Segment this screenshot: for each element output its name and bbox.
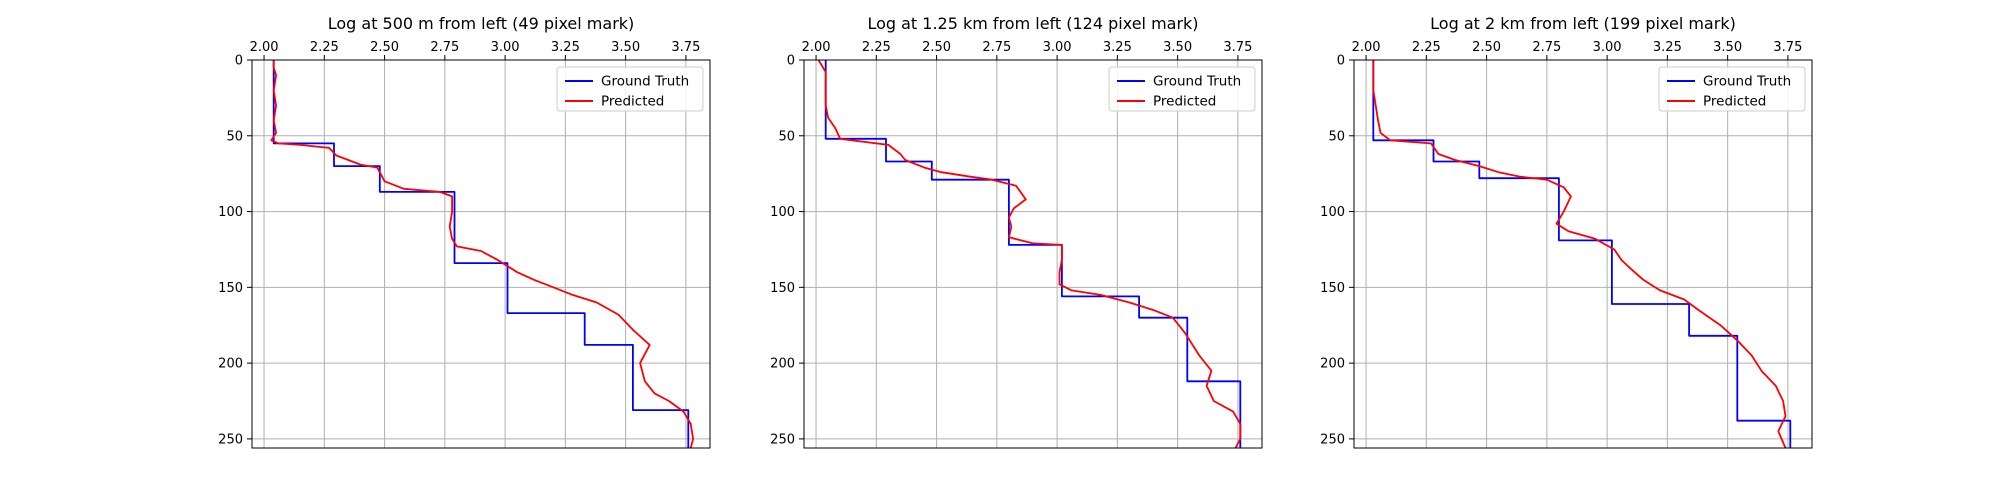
legend: Ground Truth Predicted: [1108, 66, 1256, 112]
x-tick-label: 2.75: [982, 40, 1011, 55]
y-tick-label: 100: [218, 205, 243, 220]
y-tick-label: 150: [770, 281, 795, 296]
x-tick-label: 2.75: [1532, 40, 1561, 55]
x-tick-label: 2.50: [370, 40, 399, 55]
x-tick-label: 3.25: [551, 40, 580, 55]
y-tick-label: 50: [226, 129, 243, 144]
y-tick-label: 0: [235, 54, 243, 69]
series-line-predicted: [270, 60, 694, 449]
series-line-ground-truth: [1372, 60, 1792, 448]
y-tick-label: 50: [778, 129, 795, 144]
x-tick-label: 2.25: [1412, 40, 1441, 55]
y-tick-label: 150: [1320, 281, 1345, 296]
x-tick-label: 2.50: [922, 40, 951, 55]
y-tick-label: 50: [1328, 129, 1345, 144]
y-tick-label: 0: [1337, 54, 1345, 69]
x-tick-label: 2.00: [250, 40, 279, 55]
x-tick-label: 3.00: [1043, 40, 1072, 55]
x-tick-label: 3.00: [1593, 40, 1622, 55]
x-tick-label: 2.25: [310, 40, 339, 55]
series-line-ground-truth: [824, 60, 1242, 448]
legend-label: Predicted: [601, 94, 664, 110]
chart-title: Log at 2 km from left (199 pixel mark): [1430, 14, 1736, 33]
legend-label: Ground Truth: [1153, 74, 1241, 90]
axes-frame: [803, 59, 1263, 449]
x-tick-label: 3.75: [1223, 40, 1252, 55]
y-tick-label: 250: [770, 432, 795, 447]
series-line-predicted: [817, 59, 1242, 449]
x-tick-label: 3.75: [671, 40, 700, 55]
y-tick-label: 250: [218, 432, 243, 447]
x-tick-label: 3.75: [1773, 40, 1802, 55]
series-line-predicted: [1372, 60, 1787, 449]
x-tick-label: 3.50: [1163, 40, 1192, 55]
legend-label: Predicted: [1153, 94, 1216, 110]
legend-label: Ground Truth: [601, 74, 689, 90]
x-tick-label: 3.50: [611, 40, 640, 55]
legend-label: Ground Truth: [1703, 74, 1791, 90]
chart-panel-2: 2.00 2.25 2.50 2.75 3.00 3.25 3.50 3.75 0 50 100 15…: [770, 14, 1263, 449]
legend-box: [1108, 66, 1256, 112]
x-tick-label: 3.25: [1653, 40, 1682, 55]
x-tick-label: 3.25: [1103, 40, 1132, 55]
x-tick-label: 2.00: [802, 40, 831, 55]
legend-box: [556, 66, 704, 112]
legend-box: [1658, 66, 1806, 112]
y-tick-label: 100: [1320, 205, 1345, 220]
y-tick-label: 250: [1320, 432, 1345, 447]
legend-label: Predicted: [1703, 94, 1766, 110]
chart-title: Log at 500 m from left (49 pixel mark): [328, 14, 635, 33]
axes-frame: [251, 59, 711, 449]
x-tick-label: 3.00: [491, 40, 520, 55]
series-line-ground-truth: [272, 60, 690, 448]
y-tick-label: 200: [1320, 357, 1345, 372]
y-tick-label: 100: [770, 205, 795, 220]
x-tick-label: 2.75: [430, 40, 459, 55]
x-tick-label: 2.25: [862, 40, 891, 55]
chart-panel-3: 2.00 2.25 2.50 2.75 3.00 3.25 3.50 3.75 0 50 100 15…: [1320, 14, 1813, 449]
x-tick-label: 2.50: [1472, 40, 1501, 55]
y-tick-label: 150: [218, 281, 243, 296]
y-tick-label: 0: [787, 54, 795, 69]
chart-panel-1: 2.00 2.25 2.50 2.75 3.00 3.25 3.50 3.75 0 50 100 15…: [218, 14, 711, 449]
axes-frame: [1353, 59, 1813, 449]
y-tick-label: 200: [218, 357, 243, 372]
chart-title: Log at 1.25 km from left (124 pixel mark…: [867, 14, 1198, 33]
legend: Ground Truth Predicted: [1658, 66, 1806, 112]
y-tick-label: 200: [770, 357, 795, 372]
legend: Ground Truth Predicted: [556, 66, 704, 112]
x-tick-label: 3.50: [1713, 40, 1742, 55]
x-tick-label: 2.00: [1352, 40, 1381, 55]
